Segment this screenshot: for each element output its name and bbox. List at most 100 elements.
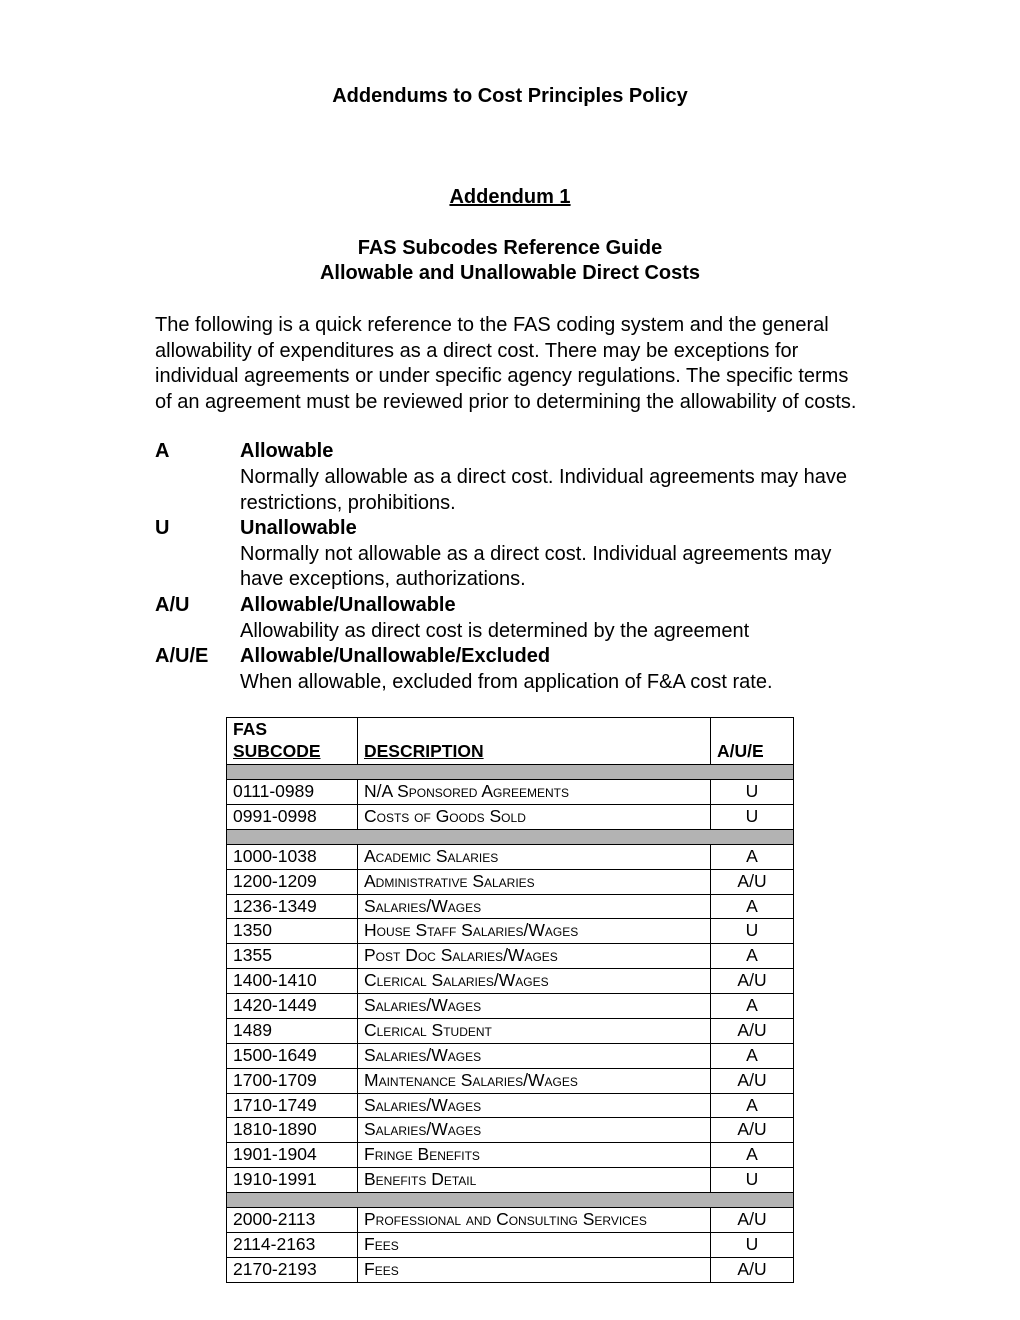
table-row: 1200-1209Administrative SalariesA/U: [227, 869, 794, 894]
separator-cell: [227, 765, 794, 780]
cell-code: 1350: [227, 919, 358, 944]
cell-desc: Fees: [358, 1232, 711, 1257]
subheading-2: Allowable and Unallowable Direct Costs: [155, 262, 865, 285]
cell-aue: A/U: [711, 869, 794, 894]
table-body: 0111-0989N/A Sponsored AgreementsU0991-0…: [227, 765, 794, 1283]
table-row: 1355Post Doc Salaries/WagesA: [227, 944, 794, 969]
cell-code: 1000-1038: [227, 844, 358, 869]
cell-aue: A: [711, 1043, 794, 1068]
table-row: 1350House Staff Salaries/WagesU: [227, 919, 794, 944]
cell-aue: A/U: [711, 1208, 794, 1233]
cell-aue: A: [711, 894, 794, 919]
table-row: 2114-2163FeesU: [227, 1232, 794, 1257]
cell-desc: Clerical Salaries/Wages: [358, 969, 711, 994]
cell-desc: Costs of Goods Sold: [358, 804, 711, 829]
table-row: 2000-2113Professional and Consulting Ser…: [227, 1208, 794, 1233]
table-row: 1710-1749Salaries/WagesA: [227, 1093, 794, 1118]
cell-aue: U: [711, 1232, 794, 1257]
cell-code: 1200-1209: [227, 869, 358, 894]
cell-aue: A/U: [711, 1257, 794, 1282]
definitions-block: A Allowable Normally allowable as a dire…: [155, 439, 865, 695]
cell-desc: Fees: [358, 1257, 711, 1282]
cell-code: 1810-1890: [227, 1118, 358, 1143]
cell-desc: Administrative Salaries: [358, 869, 711, 894]
cell-desc: Clerical Student: [358, 1018, 711, 1043]
cell-code: 2114-2163: [227, 1232, 358, 1257]
table-row: [227, 829, 794, 844]
table-row: 2170-2193FeesA/U: [227, 1257, 794, 1282]
cell-code: 1500-1649: [227, 1043, 358, 1068]
page-title: Addendums to Cost Principles Policy: [155, 85, 865, 108]
definition-key: U: [155, 516, 240, 542]
cell-code: 1700-1709: [227, 1068, 358, 1093]
cell-desc: Maintenance Salaries/Wages: [358, 1068, 711, 1093]
table-row: 1500-1649Salaries/WagesA: [227, 1043, 794, 1068]
definition-key: A: [155, 439, 240, 465]
table-row: [227, 765, 794, 780]
cell-desc: Salaries/Wages: [358, 894, 711, 919]
subcodes-table: FAS SUBCODE DESCRIPTION A/U/E 0111-0989N…: [226, 717, 794, 1282]
cell-code: 1355: [227, 944, 358, 969]
table-row: 1700-1709Maintenance Salaries/WagesA/U: [227, 1068, 794, 1093]
header-code-line1: FAS: [233, 719, 267, 739]
cell-aue: U: [711, 804, 794, 829]
separator-cell: [227, 1193, 794, 1208]
table-row: 1901-1904Fringe BenefitsA: [227, 1143, 794, 1168]
cell-desc: Salaries/Wages: [358, 994, 711, 1019]
cell-code: 0991-0998: [227, 804, 358, 829]
subheading-1: FAS Subcodes Reference Guide: [155, 237, 865, 260]
table-row: 1489Clerical StudentA/U: [227, 1018, 794, 1043]
cell-aue: A/U: [711, 1018, 794, 1043]
definition-key: A/U: [155, 593, 240, 619]
cell-desc: Post Doc Salaries/Wages: [358, 944, 711, 969]
cell-code: 1420-1449: [227, 994, 358, 1019]
cell-aue: A/U: [711, 969, 794, 994]
cell-desc: Benefits Detail: [358, 1168, 711, 1193]
table-row: [227, 1193, 794, 1208]
header-code-line2: SUBCODE: [233, 741, 321, 761]
cell-aue: A/U: [711, 1068, 794, 1093]
definition-desc: Normally allowable as a direct cost. Ind…: [155, 465, 865, 516]
cell-desc: Academic Salaries: [358, 844, 711, 869]
definition-term-row: A/U/E Allowable/Unallowable/Excluded: [155, 644, 865, 670]
cell-desc: Salaries/Wages: [358, 1093, 711, 1118]
table-row: 1000-1038Academic SalariesA: [227, 844, 794, 869]
header-desc: DESCRIPTION: [358, 718, 711, 765]
cell-aue: A: [711, 994, 794, 1019]
header-aue: A/U/E: [711, 718, 794, 765]
intro-paragraph: The following is a quick reference to th…: [155, 313, 865, 415]
document-page: Addendums to Cost Principles Policy Adde…: [0, 0, 1020, 1320]
definition-term-row: A Allowable: [155, 439, 865, 465]
table-row: 1400-1410Clerical Salaries/WagesA/U: [227, 969, 794, 994]
definition-key: A/U/E: [155, 644, 240, 670]
cell-aue: A: [711, 1093, 794, 1118]
table-row: 0991-0998Costs of Goods SoldU: [227, 804, 794, 829]
addendum-heading: Addendum 1: [155, 186, 865, 209]
cell-aue: A: [711, 844, 794, 869]
cell-code: 2000-2113: [227, 1208, 358, 1233]
definition-desc: When allowable, excluded from applicatio…: [155, 670, 865, 696]
definition-desc: Allowability as direct cost is determine…: [155, 619, 865, 645]
table-row: 1420-1449Salaries/WagesA: [227, 994, 794, 1019]
cell-desc: Professional and Consulting Services: [358, 1208, 711, 1233]
cell-desc: Salaries/Wages: [358, 1118, 711, 1143]
definition-desc: Normally not allowable as a direct cost.…: [155, 542, 865, 593]
cell-aue: A: [711, 944, 794, 969]
cell-code: 1489: [227, 1018, 358, 1043]
cell-code: 1236-1349: [227, 894, 358, 919]
table-row: 1236-1349Salaries/WagesA: [227, 894, 794, 919]
definition-term-row: U Unallowable: [155, 516, 865, 542]
cell-code: 1710-1749: [227, 1093, 358, 1118]
cell-aue: U: [711, 780, 794, 805]
header-code: FAS SUBCODE: [227, 718, 358, 765]
cell-desc: Salaries/Wages: [358, 1043, 711, 1068]
cell-aue: A/U: [711, 1118, 794, 1143]
cell-code: 1910-1991: [227, 1168, 358, 1193]
cell-aue: U: [711, 919, 794, 944]
definition-term-row: A/U Allowable/Unallowable: [155, 593, 865, 619]
table-row: 1910-1991Benefits DetailU: [227, 1168, 794, 1193]
definition-term: Unallowable: [240, 516, 357, 542]
definition-term: Allowable/Unallowable: [240, 593, 456, 619]
table-row: 1810-1890Salaries/WagesA/U: [227, 1118, 794, 1143]
cell-desc: House Staff Salaries/Wages: [358, 919, 711, 944]
